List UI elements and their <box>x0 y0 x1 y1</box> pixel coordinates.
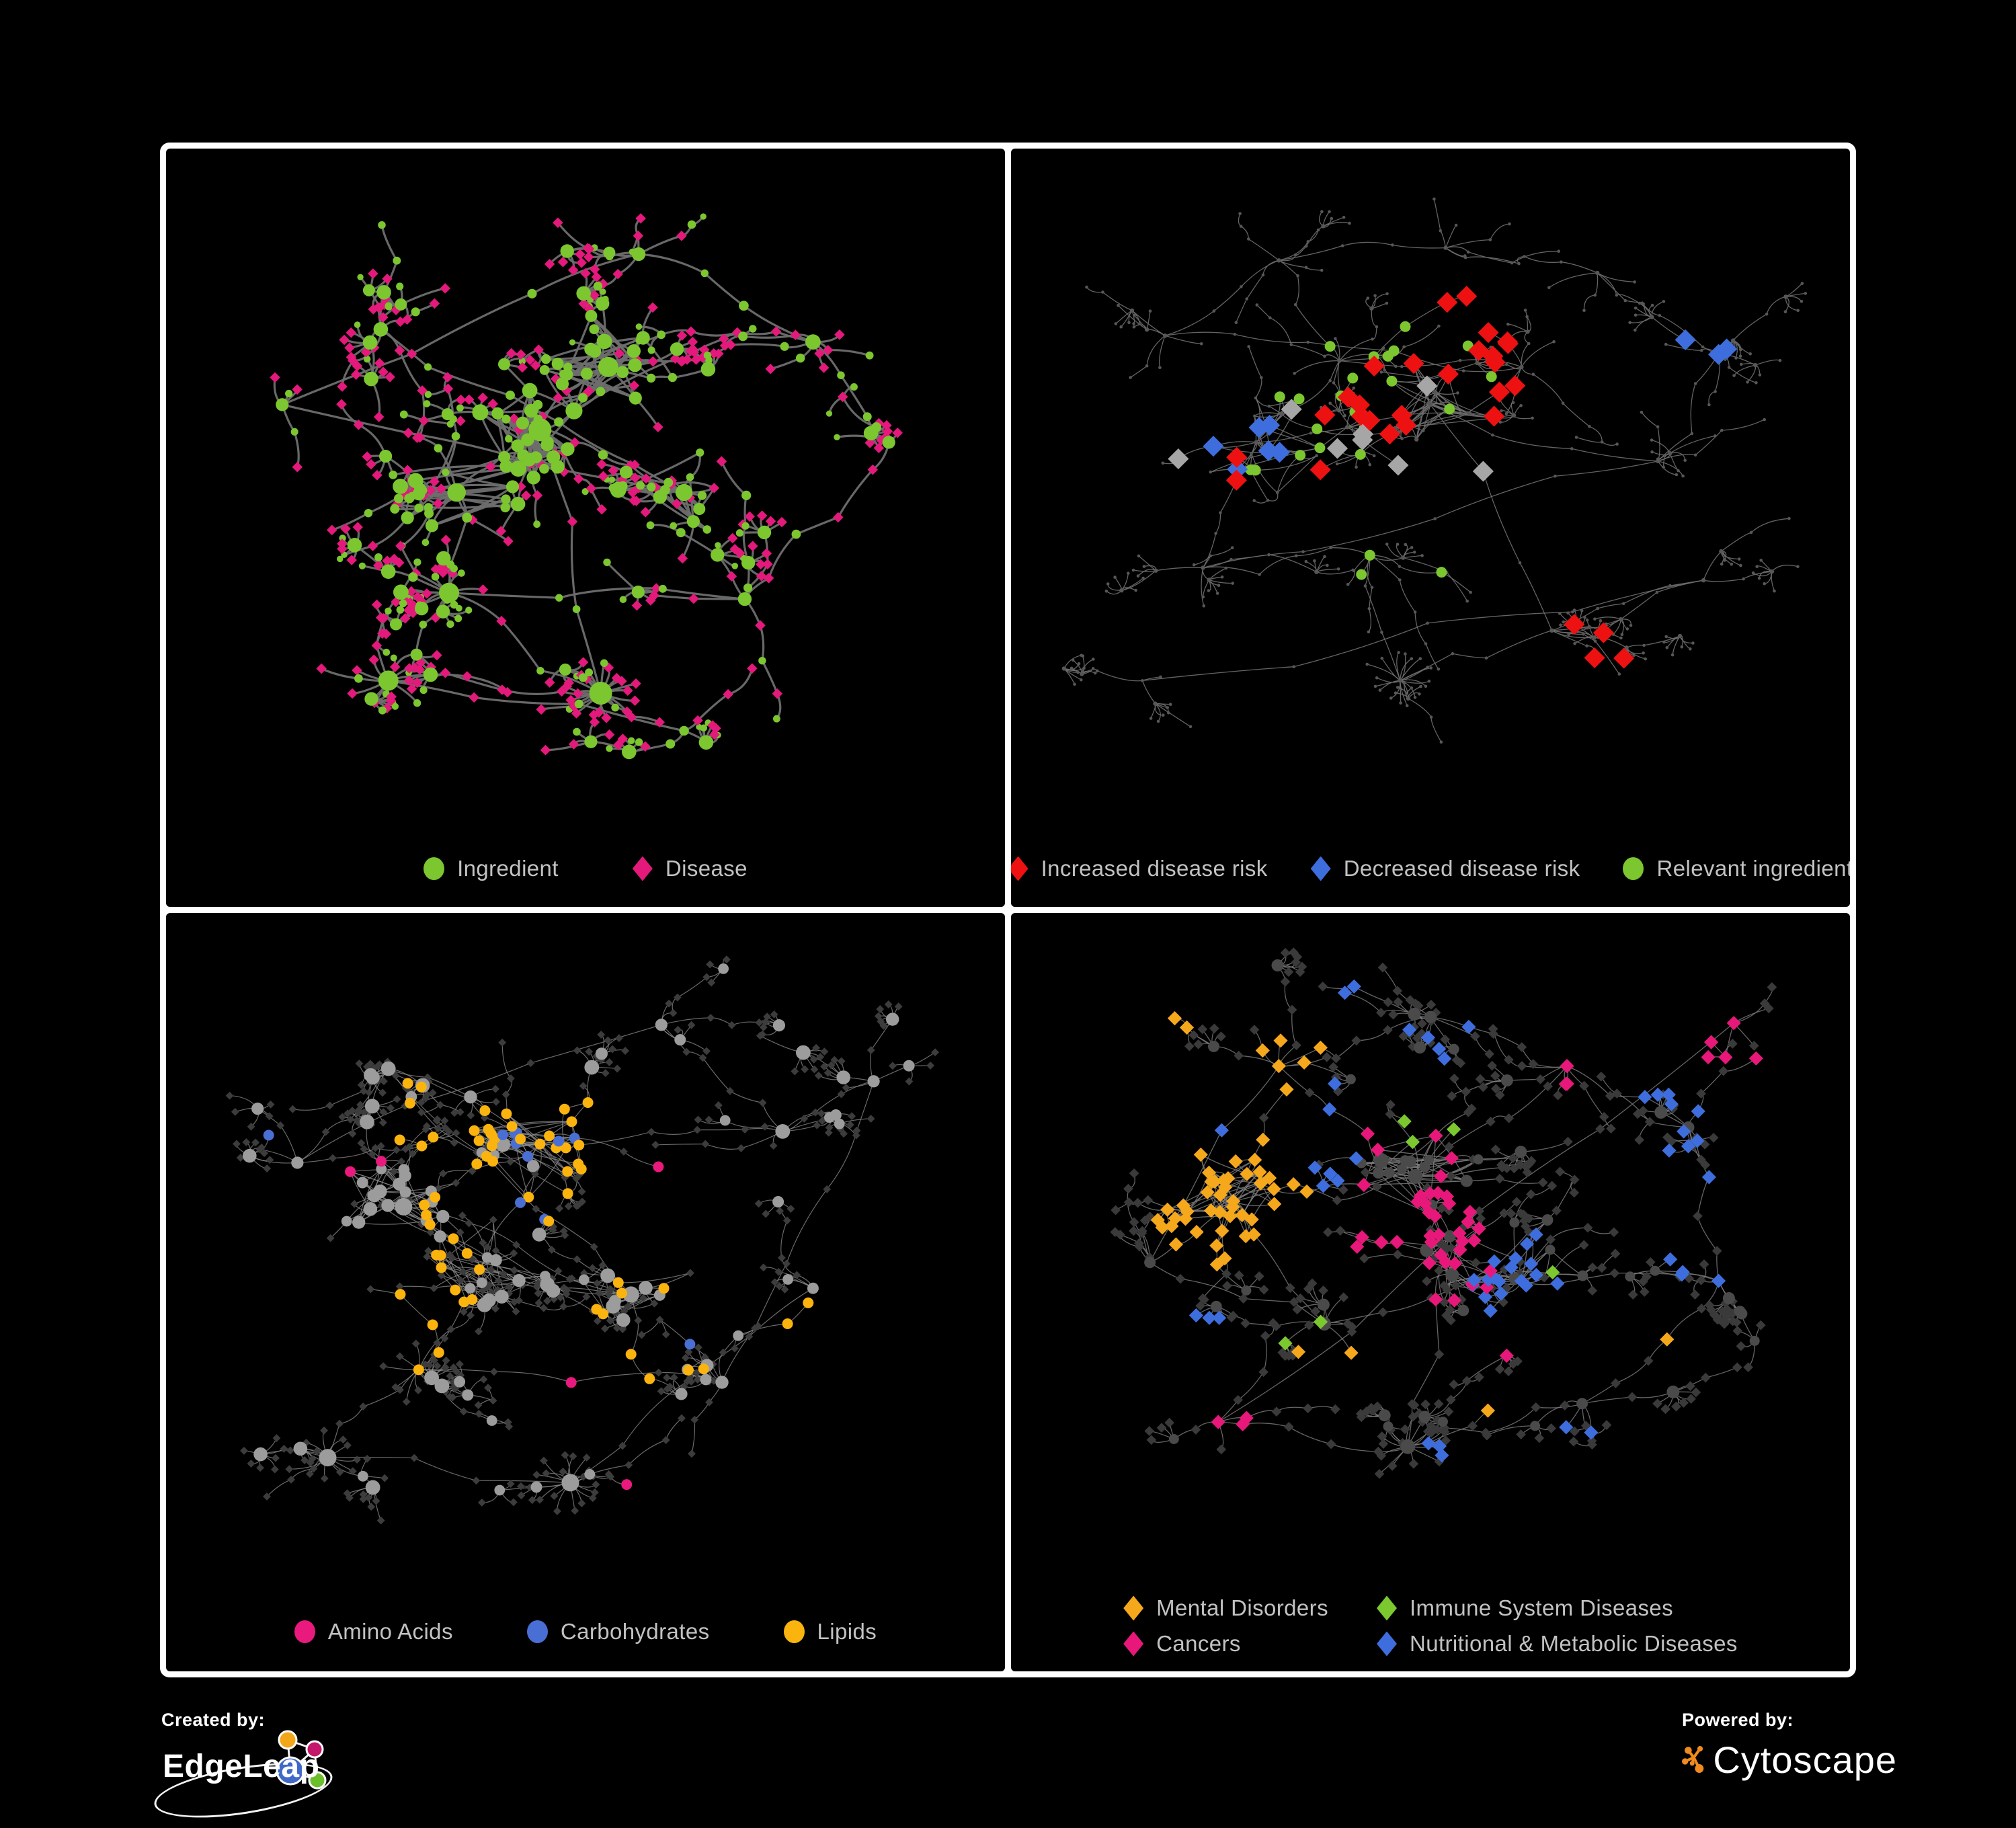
legend-item-carbohydrates: Carbohydrates <box>526 1619 710 1644</box>
legend-label: Increased disease risk <box>1041 856 1268 881</box>
created-by-label: Created by: <box>161 1710 266 1730</box>
network-panels-grid: Ingredient Disease Increased disease risk… <box>160 143 1856 1677</box>
legend-circle-icon <box>1623 857 1644 880</box>
powered-by-block: Powered by: Cytoscape <box>1682 1710 1897 1811</box>
legend-label: Disease <box>665 856 748 881</box>
edgeleap-logo-icon <box>276 1730 327 1790</box>
legend-disease-risk: Increased disease risk Decreased disease … <box>1011 856 1850 881</box>
created-by-block: Created by: EdgeLeap <box>151 1710 383 1828</box>
legend-diamond-icon <box>1310 856 1331 881</box>
legend-item-disease: Disease <box>632 856 748 881</box>
legend-diamond-icon <box>1123 1595 1144 1621</box>
panel-disease-risk-network: Increased disease risk Decreased disease … <box>1011 149 1850 907</box>
ingredient-disease-network-graph <box>270 213 903 760</box>
legend-disease-categories: Mental Disorders Immune System Diseases Ca… <box>1011 1595 1850 1657</box>
legend-item-relevant-ingredient: Relevant ingredient <box>1623 856 1850 881</box>
legend-label: Lipids <box>817 1619 877 1644</box>
legend-item-immune-system-diseases: Immune System Diseases <box>1376 1595 1738 1621</box>
disease-risk-network-graph <box>1061 197 1808 744</box>
panel-disease-category-network: Mental Disorders Immune System Diseases Ca… <box>1011 913 1850 1671</box>
cytoscape-logo-icon <box>1682 1746 1704 1773</box>
cytoscape-wordmark: Cytoscape <box>1713 1738 1897 1781</box>
legend-item-cancers: Cancers <box>1123 1631 1328 1657</box>
legend-label: Relevant ingredient <box>1656 856 1850 881</box>
legend-diamond-icon <box>632 856 653 881</box>
legend-diamond-icon <box>1011 856 1029 881</box>
edgeleap-brand: EdgeLeap <box>151 1730 383 1828</box>
disease-category-network-graph <box>1110 947 1777 1479</box>
legend-label: Nutritional & Metabolic Diseases <box>1409 1631 1738 1656</box>
powered-by-label: Powered by: <box>1682 1710 1794 1730</box>
cytoscape-brand: Cytoscape <box>1682 1735 1897 1784</box>
legend-label: Decreased disease risk <box>1343 856 1580 881</box>
legend-circle-icon <box>526 1620 548 1643</box>
legend-item-increased-disease-risk: Increased disease risk <box>1011 856 1268 881</box>
legend-macronutrients: Amino Acids Carbohydrates Lipids <box>166 1619 1005 1644</box>
legend-label: Carbohydrates <box>560 1619 710 1644</box>
legend-item-ingredient: Ingredient <box>424 856 559 881</box>
legend-item-mental-disorders: Mental Disorders <box>1123 1595 1328 1621</box>
legend-item-amino-acids: Amino Acids <box>294 1619 453 1644</box>
legend-item-nutritional-metabolic-diseases: Nutritional & Metabolic Diseases <box>1376 1631 1738 1657</box>
macronutrient-network-graph <box>225 955 940 1525</box>
legend-label: Amino Acids <box>327 1619 453 1644</box>
legend-diamond-icon <box>1123 1631 1144 1657</box>
legend-circle-icon <box>783 1620 805 1643</box>
legend-label: Cancers <box>1156 1631 1241 1656</box>
legend-item-lipids: Lipids <box>783 1619 877 1644</box>
legend-diamond-icon <box>1376 1595 1397 1621</box>
legend-label: Ingredient <box>457 856 559 881</box>
legend-circle-icon <box>294 1620 315 1643</box>
legend-ingredient-disease: Ingredient Disease <box>166 856 1005 881</box>
legend-circle-icon <box>424 857 445 880</box>
legend-item-decreased-disease-risk: Decreased disease risk <box>1310 856 1580 881</box>
edgeleap-wordmark: EdgeLeap <box>163 1749 320 1784</box>
legend-label: Mental Disorders <box>1156 1595 1328 1620</box>
legend-label: Immune System Diseases <box>1409 1595 1674 1620</box>
panel-macronutrient-network: Amino Acids Carbohydrates Lipids <box>166 913 1005 1671</box>
legend-diamond-icon <box>1376 1631 1397 1657</box>
panel-ingredient-disease-network: Ingredient Disease <box>166 149 1005 907</box>
